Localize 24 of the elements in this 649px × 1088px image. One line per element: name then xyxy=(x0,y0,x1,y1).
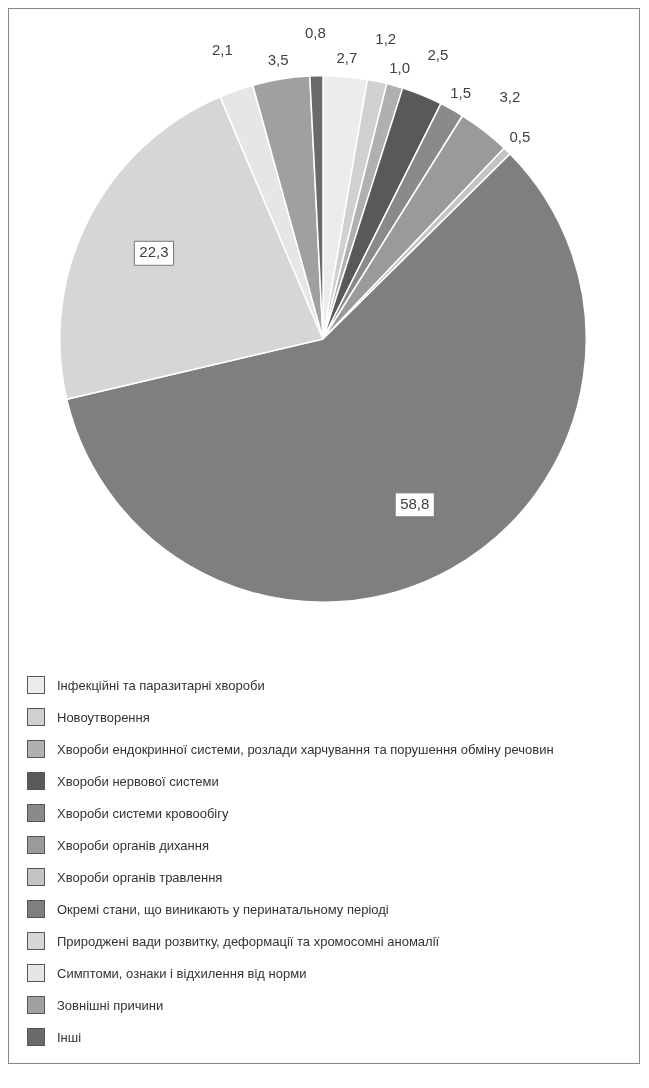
data-label: 58,8 xyxy=(400,494,430,512)
data-label: 1,2 xyxy=(375,30,397,48)
data-label: 0,8 xyxy=(304,23,326,41)
legend-label: Новоутворення xyxy=(57,709,150,725)
legend-label: Хвороби системи кровообігу xyxy=(57,805,229,821)
data-label: 3,5 xyxy=(267,51,289,69)
legend-label: Зовнішні причини xyxy=(57,997,164,1013)
data-label: 2,1 xyxy=(211,40,233,58)
legend-label: Хвороби ендокринної системи, розлади харчування та порушення обміну речовин xyxy=(57,741,554,757)
legend-label: Симптоми, ознаки і відхилення від норми xyxy=(57,965,307,981)
data-label: 3,2 xyxy=(499,87,521,105)
legend-label: Хвороби органів дихання xyxy=(57,837,210,853)
legend-label: Окремі стани, що виникають у перинатальному періоді xyxy=(57,901,389,917)
legend-label: Хвороби нервової системи xyxy=(57,773,219,789)
data-label: 0,5 xyxy=(509,128,531,146)
legend-label: Природжені вади розвитку, деформації та хромосомні аномалії xyxy=(57,933,440,949)
legend-label: Інфекційні та паразитарні хвороби xyxy=(57,677,265,693)
legend-label: Хвороби органів травлення xyxy=(57,869,223,885)
data-label: 2,7 xyxy=(336,48,358,66)
legend-label: Інші xyxy=(57,1029,82,1045)
data-label: 1,0 xyxy=(389,58,411,76)
data-label: 1,5 xyxy=(450,83,472,101)
data-label: 2,5 xyxy=(427,46,449,64)
data-label: 22,3 xyxy=(139,243,169,261)
